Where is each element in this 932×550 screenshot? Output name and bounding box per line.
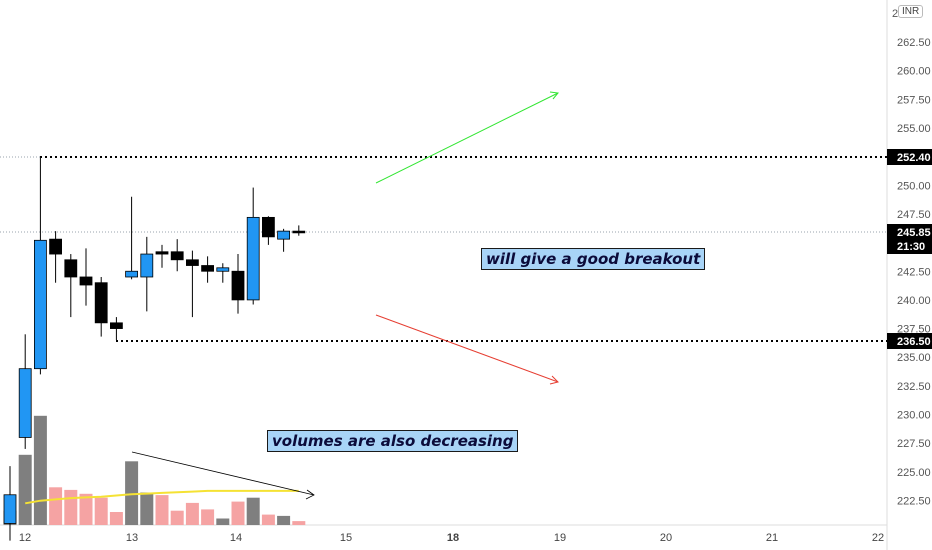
volume-trend-line bbox=[131, 451, 315, 496]
annotation-breakout[interactable]: will give a good breakout bbox=[481, 248, 706, 270]
price-tick-label: 232.50 bbox=[897, 381, 931, 393]
volume-bar bbox=[261, 514, 275, 525]
candle-body bbox=[155, 251, 169, 255]
candle-body bbox=[246, 216, 260, 301]
price-tick-label: 222.50 bbox=[897, 496, 931, 508]
volume-trend-arrowhead bbox=[305, 489, 315, 500]
price-tick-label: 257.50 bbox=[897, 94, 931, 106]
resistance-price-tag: 252.40 bbox=[897, 152, 931, 164]
volume-bar bbox=[201, 509, 215, 525]
time-tick-label: 20 bbox=[660, 532, 672, 544]
volume-bar bbox=[49, 487, 63, 525]
price-tick-label-top: 2 bbox=[892, 8, 898, 20]
candle-body bbox=[261, 216, 275, 238]
volume-bar bbox=[140, 492, 154, 525]
volume-bar bbox=[231, 501, 245, 525]
volume-bar bbox=[79, 493, 93, 525]
candle-layer bbox=[3, 157, 306, 541]
candle-body bbox=[49, 238, 62, 255]
price-tick-label: 237.50 bbox=[897, 324, 931, 336]
candle-body bbox=[34, 239, 47, 370]
time-tick-label: 18 bbox=[447, 532, 459, 544]
candle-body bbox=[94, 282, 108, 324]
candle-body bbox=[170, 251, 184, 261]
volume-layer bbox=[3, 415, 306, 525]
candle-body bbox=[140, 253, 154, 278]
up-arrow-head bbox=[549, 91, 559, 100]
price-tick-label: 225.00 bbox=[897, 467, 931, 479]
time-axis[interactable]: 12 13 14 15 18 19 20 21 22 bbox=[19, 532, 884, 544]
time-tick-label: 15 bbox=[340, 532, 352, 544]
price-tick-label: 240.00 bbox=[897, 295, 931, 307]
time-tick-label: 12 bbox=[19, 532, 31, 544]
resistance-price-tag-bg bbox=[887, 149, 932, 165]
price-tick-label: 230.00 bbox=[897, 410, 931, 422]
candle-body bbox=[201, 265, 215, 272]
volume-bar bbox=[33, 415, 47, 525]
time-tick-label: 14 bbox=[230, 532, 242, 544]
currency-label[interactable]: INR bbox=[898, 5, 924, 18]
volume-bar bbox=[155, 495, 169, 525]
up-arrow-line bbox=[375, 92, 559, 184]
countdown-tag: 21:30 bbox=[897, 241, 925, 253]
price-tick-label: 227.50 bbox=[897, 438, 931, 450]
time-tick-label: 19 bbox=[554, 532, 566, 544]
volume-bar bbox=[94, 497, 108, 525]
price-tick-label: 235.00 bbox=[897, 352, 931, 364]
support-price-tag: 236.50 bbox=[897, 336, 931, 348]
price-axis[interactable]: 222.50 225.00 227.50 230.00 232.50 235.00 237.… bbox=[892, 8, 931, 508]
volume-bar bbox=[246, 497, 260, 525]
volume-ma-line bbox=[25, 489, 299, 505]
candle-body bbox=[277, 230, 291, 240]
candle-body bbox=[185, 259, 199, 266]
levels-layer bbox=[0, 156, 887, 342]
volume-bar bbox=[125, 461, 139, 525]
volume-bar bbox=[170, 510, 184, 525]
support-price-tag-bg bbox=[887, 333, 932, 349]
candle-body bbox=[3, 494, 17, 524]
price-tick-label: 247.50 bbox=[897, 209, 931, 221]
price-tags: 252.40 245.85 21:30 236.50 bbox=[887, 149, 932, 349]
price-tick-label: 260.00 bbox=[897, 66, 931, 78]
price-tick-label: 262.50 bbox=[897, 37, 931, 49]
annotation-volumes[interactable]: volumes are also decreasing bbox=[267, 430, 519, 452]
candle-body bbox=[231, 270, 245, 301]
candle-body bbox=[18, 368, 32, 438]
current-price-tag: 245.85 bbox=[897, 227, 931, 239]
candle-body bbox=[125, 270, 138, 278]
countdown-tag-bg bbox=[887, 238, 932, 254]
drawings-layer bbox=[131, 91, 559, 500]
candle-body bbox=[110, 322, 123, 329]
volume-bar bbox=[216, 518, 230, 525]
volume-bar bbox=[185, 502, 199, 525]
price-tick-label: 250.00 bbox=[897, 180, 931, 192]
candle-body bbox=[216, 267, 230, 272]
candle-body bbox=[79, 276, 93, 286]
current-price-tag-bg bbox=[887, 224, 932, 240]
down-arrow-head bbox=[549, 375, 559, 385]
time-tick-label: 13 bbox=[126, 532, 138, 544]
down-arrow-line bbox=[375, 314, 559, 383]
volume-bar bbox=[292, 521, 306, 525]
candle-body bbox=[292, 230, 306, 234]
time-tick-label: 22 bbox=[872, 532, 884, 544]
volume-bar bbox=[109, 512, 123, 525]
price-tick-label: 242.50 bbox=[897, 266, 931, 278]
time-tick-label: 21 bbox=[766, 532, 778, 544]
volume-bar bbox=[18, 454, 32, 525]
volume-bar bbox=[64, 489, 78, 525]
price-tick-label: 255.00 bbox=[897, 123, 931, 135]
candle-body bbox=[64, 259, 78, 278]
volume-bar bbox=[277, 515, 291, 525]
